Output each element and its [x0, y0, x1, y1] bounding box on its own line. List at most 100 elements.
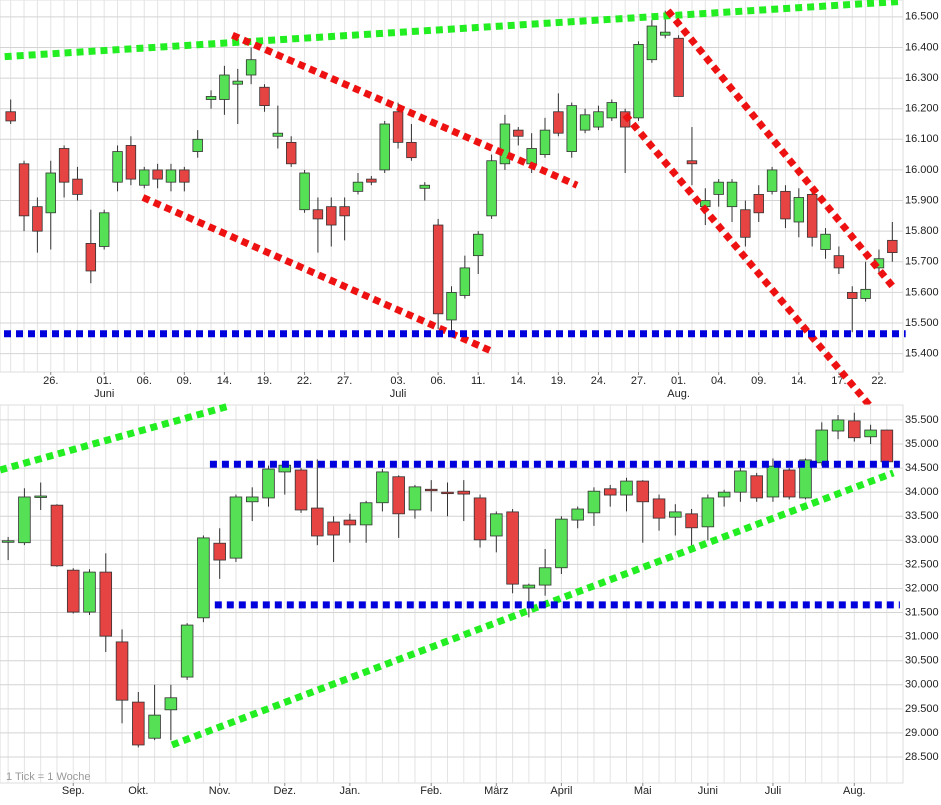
candle-body [553, 111, 564, 134]
candle-body [197, 537, 210, 619]
x-tick-label: 14. [217, 375, 232, 387]
candle-body [83, 571, 96, 613]
candle-body [213, 542, 226, 561]
candle-body [424, 488, 438, 492]
candle-body [780, 190, 791, 220]
trend-line [622, 112, 878, 415]
candle-body [179, 169, 190, 183]
y-tick-label: 15.400 [905, 348, 939, 360]
candle-body [522, 584, 536, 589]
candle-body [419, 184, 430, 189]
candle-body [34, 495, 47, 498]
candle-body [880, 429, 894, 463]
y-tick-label: 34.500 [905, 462, 939, 474]
y-tick-label: 15.600 [905, 286, 939, 298]
candle-body [379, 123, 390, 171]
candle-body [85, 243, 97, 272]
candle-body [620, 480, 633, 496]
candle-body [352, 181, 364, 192]
candle-body [50, 504, 64, 567]
y-tick-label: 16.200 [905, 103, 939, 115]
x-tick-label: 22. [297, 375, 312, 387]
candle-body [587, 490, 601, 514]
candle-body [526, 148, 537, 165]
candle-body [490, 513, 503, 537]
x-tick-label: 19. [257, 375, 272, 387]
candle-body [245, 59, 257, 76]
note: 1 Tick = 1 Woche [6, 771, 90, 783]
trend-line [141, 194, 492, 354]
candle-body [229, 496, 243, 559]
candle-body [593, 111, 604, 128]
candle-body [18, 496, 31, 544]
candle-body [45, 172, 56, 214]
y-tick-label: 16.000 [905, 164, 939, 176]
y-tick-label: 16.400 [905, 41, 939, 53]
x-tick-label: 11. [471, 375, 485, 387]
candle-body [753, 194, 764, 214]
candle-body [165, 169, 177, 183]
x-tick-label: 03. [390, 375, 405, 387]
y-tick-label: 15.500 [905, 317, 939, 329]
candle-body [864, 429, 877, 438]
y-tick-label: 30.000 [905, 679, 939, 691]
candle-body [887, 239, 898, 253]
y-tick-label: 31.000 [905, 631, 939, 643]
x-tick-label: Okt. [128, 785, 148, 797]
candle-body [646, 25, 658, 61]
candle-body [406, 141, 417, 159]
candle-body [272, 132, 284, 137]
candle-body [686, 160, 698, 165]
y-tick-label: 35.000 [905, 438, 939, 450]
x-tick-label: März [484, 785, 508, 797]
candle-body [359, 502, 373, 526]
candle-body [99, 571, 113, 637]
candle-body [473, 233, 484, 257]
candle-body [299, 172, 310, 211]
candle-body [148, 714, 161, 739]
candle-body [312, 209, 324, 220]
candle-body [343, 519, 357, 526]
candle-body [652, 498, 666, 519]
candle-body [311, 507, 324, 537]
x-tick-label: 22. [871, 375, 886, 387]
candle-body [606, 102, 618, 119]
candle-body [669, 511, 682, 518]
y-tick-label: 34.000 [905, 486, 939, 498]
x-tick-label: 14. [791, 375, 806, 387]
x-tick-label: Aug. [843, 785, 866, 797]
x-tick-label: 26. [43, 375, 58, 387]
candle-body [506, 511, 519, 585]
x-tick-label: 06. [137, 375, 152, 387]
candle-body [219, 74, 230, 100]
candle-body [673, 37, 684, 97]
x-tick-label: 06. [430, 375, 445, 387]
candle-body [766, 169, 778, 192]
trend-line [4, 0, 900, 61]
candle-body [782, 469, 796, 498]
candle-body [579, 114, 591, 131]
x-tick-label: 01. [97, 375, 112, 387]
y-tick-label: 32.000 [905, 582, 939, 594]
x-tick-label: Juli [765, 785, 782, 797]
candle-body [326, 206, 337, 226]
y-tick-label: 16.300 [905, 72, 939, 84]
x-tick-label: 09. [177, 375, 192, 387]
candle-body [392, 111, 404, 143]
candle-body [473, 497, 487, 541]
y-tick-label: 29.000 [905, 727, 939, 739]
candle-body [799, 459, 812, 499]
candle-body [848, 420, 861, 439]
trend-line [0, 402, 231, 474]
candle-body [192, 138, 203, 152]
candle-body [18, 163, 30, 217]
x-tick-label: Mai [634, 785, 652, 797]
candle-body [726, 181, 738, 208]
candle-body [636, 480, 650, 503]
candle-body [499, 123, 511, 165]
candle-body [5, 111, 16, 122]
x-tick-label: April [550, 785, 572, 797]
x-tick-label: 27. [337, 375, 352, 387]
candle-body [339, 206, 350, 217]
month-label: Juni [94, 388, 114, 400]
